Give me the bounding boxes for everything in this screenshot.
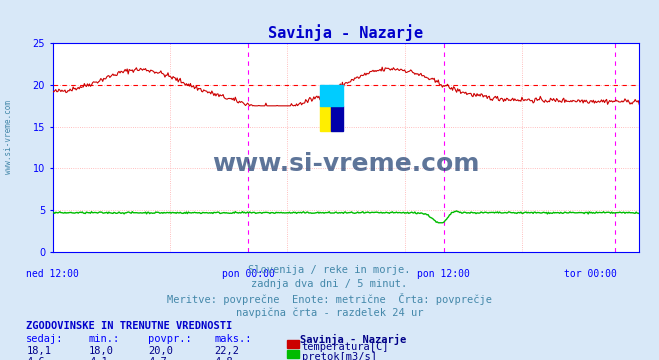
- Text: pon 00:00: pon 00:00: [221, 269, 274, 279]
- Bar: [320, 85, 343, 105]
- Text: 4,7: 4,7: [148, 357, 167, 360]
- Text: zadnja dva dni / 5 minut.: zadnja dva dni / 5 minut.: [251, 279, 408, 289]
- Text: www.si-vreme.com: www.si-vreme.com: [212, 152, 480, 176]
- Text: 22,2: 22,2: [214, 346, 239, 356]
- Text: maks.:: maks.:: [214, 334, 252, 344]
- Text: ZGODOVINSKE IN TRENUTNE VREDNOSTI: ZGODOVINSKE IN TRENUTNE VREDNOSTI: [26, 321, 233, 331]
- Text: Savinja - Nazarje: Savinja - Nazarje: [300, 334, 406, 345]
- Text: ned 12:00: ned 12:00: [26, 269, 79, 279]
- Text: 18,0: 18,0: [89, 346, 114, 356]
- Bar: [287, 340, 299, 348]
- Text: tor 00:00: tor 00:00: [564, 269, 617, 279]
- Text: pretok[m3/s]: pretok[m3/s]: [302, 352, 377, 360]
- Text: 18,1: 18,1: [26, 346, 51, 356]
- Title: Savinja - Nazarje: Savinja - Nazarje: [268, 24, 424, 41]
- Text: navpična črta - razdelek 24 ur: navpična črta - razdelek 24 ur: [236, 308, 423, 318]
- Text: 4,1: 4,1: [89, 357, 107, 360]
- Text: min.:: min.:: [89, 334, 120, 344]
- Text: pon 12:00: pon 12:00: [418, 269, 471, 279]
- Bar: [320, 105, 331, 131]
- Text: Slovenija / reke in morje.: Slovenija / reke in morje.: [248, 265, 411, 275]
- Text: 4,8: 4,8: [214, 357, 233, 360]
- Text: Meritve: povprečne  Enote: metrične  Črta: povprečje: Meritve: povprečne Enote: metrične Črta:…: [167, 293, 492, 305]
- Bar: [287, 350, 299, 358]
- Text: www.si-vreme.com: www.si-vreme.com: [4, 100, 13, 174]
- Text: temperatura[C]: temperatura[C]: [302, 342, 389, 352]
- Text: 4,6: 4,6: [26, 357, 45, 360]
- Text: povpr.:: povpr.:: [148, 334, 192, 344]
- Text: sedaj:: sedaj:: [26, 334, 64, 344]
- Bar: [331, 105, 343, 131]
- Text: 20,0: 20,0: [148, 346, 173, 356]
